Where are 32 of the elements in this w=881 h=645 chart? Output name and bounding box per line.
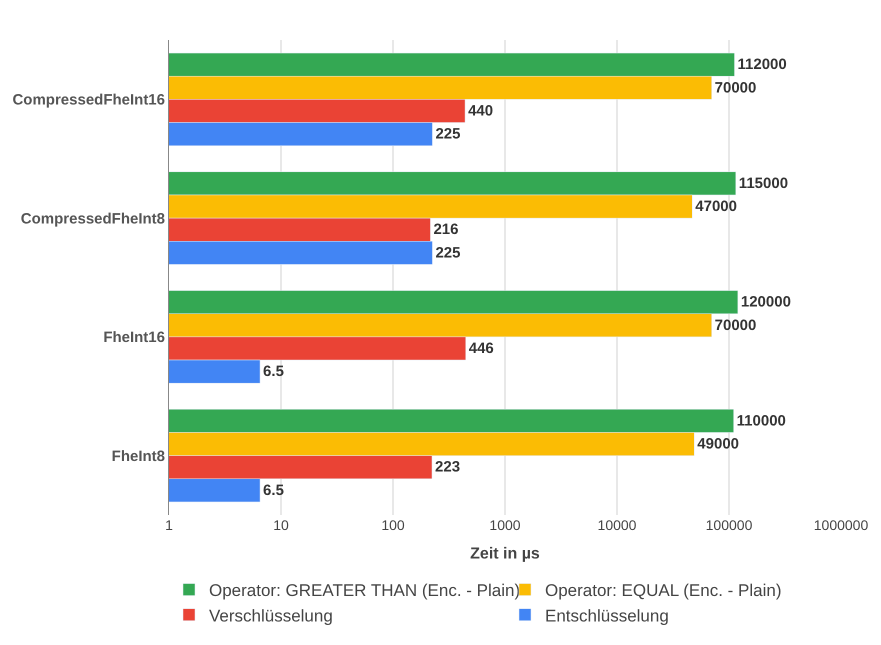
data-label: 223: [435, 458, 460, 476]
data-label: 225: [435, 244, 460, 262]
legend-label: Entschlüsselung: [545, 606, 669, 626]
y-tick-label: FheInt8: [112, 448, 165, 465]
data-label: 120000: [740, 294, 791, 311]
y-tick-label: FheInt16: [103, 329, 165, 346]
x-tick-label: 100: [381, 517, 405, 533]
data-label: 110000: [736, 412, 786, 430]
y-tick-label: CompressedFheInt8: [20, 210, 165, 228]
data-label: 440: [468, 102, 494, 120]
legend-label: Operator: EQUAL (Enc. - Plain): [545, 581, 782, 600]
x-tick-label: 1000000: [814, 517, 868, 533]
data-label: 225: [435, 126, 460, 143]
data-label: 115000: [738, 174, 788, 192]
y-tick-label: CompressedFheInt16: [12, 92, 165, 109]
x-axis-title: Zeit in µs: [470, 546, 540, 563]
data-label: 216: [433, 221, 458, 238]
data-label: 70000: [714, 316, 756, 334]
data-label: 47000: [695, 198, 737, 216]
x-tick-label: 1000: [489, 517, 521, 533]
legend-label: Operator: GREATER THAN (Enc. - Plain): [209, 581, 520, 600]
data-label: 49000: [697, 436, 740, 453]
data-label: 6.5: [263, 363, 284, 380]
data-label: 70000: [714, 79, 756, 96]
x-tick-label: 1: [165, 517, 174, 533]
data-label: 112000: [738, 56, 787, 74]
x-tick-label: 100000: [706, 517, 753, 533]
data-label: 446: [468, 340, 494, 357]
x-tick-label: 10000: [598, 517, 637, 533]
data-label: 6.5: [263, 482, 284, 499]
legend-label: Verschlüsselung: [209, 606, 333, 626]
x-tick-label: 10: [273, 517, 289, 533]
